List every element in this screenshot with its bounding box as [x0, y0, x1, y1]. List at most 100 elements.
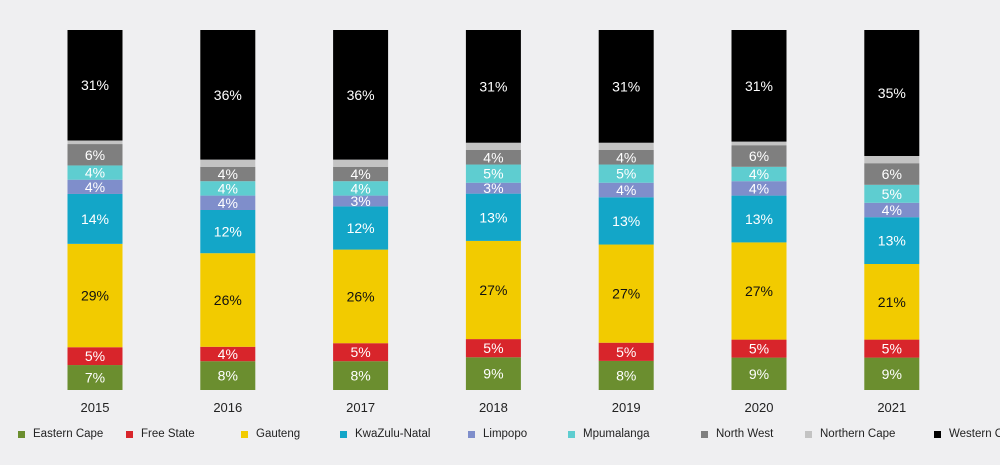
bar-segment-kwazulu-natal-2021 [864, 217, 920, 264]
bar-segment-eastern-cape-2020 [731, 357, 787, 390]
legend-label: Western Cape [949, 428, 1000, 440]
bar-segment-limpopo-2018 [465, 182, 521, 194]
data-label: 4% [616, 149, 636, 165]
data-label: 26% [214, 292, 242, 308]
data-label: 6% [749, 148, 769, 164]
data-label: 35% [878, 85, 906, 101]
data-label: 4% [350, 166, 370, 182]
data-label: 5% [882, 186, 902, 202]
data-label: 9% [483, 366, 503, 382]
data-label: 8% [616, 367, 636, 383]
data-label: 5% [350, 344, 370, 360]
bar-segment-eastern-cape-2019 [598, 360, 654, 390]
bar-segment-limpopo-2016 [200, 195, 256, 210]
legend-item: Mpumalanga [568, 428, 701, 440]
bar-segment-northern-cape-2016 [200, 159, 256, 167]
bar-segment-free-state-2018 [465, 339, 521, 358]
data-label: 4% [882, 202, 902, 218]
stacked-bar-chart: 7%5%29%14%4%4%6%31%20158%4%26%12%4%4%4%3… [67, 30, 920, 415]
legend-label: KwaZulu-Natal [355, 428, 431, 440]
bar-segment-limpopo-2021 [864, 202, 920, 218]
legend-swatch [468, 430, 475, 438]
legend-item: Gauteng [241, 428, 340, 440]
data-label: 4% [218, 180, 238, 196]
bar-segment-mpumalanga-2016 [200, 181, 256, 196]
bar-segment-north-west-2020 [731, 145, 787, 167]
data-label: 4% [483, 149, 503, 165]
bar-segment-western-cape-2015 [67, 30, 123, 141]
data-label: 4% [616, 182, 636, 198]
data-label: 31% [745, 78, 773, 94]
bar-segment-kwazulu-natal-2019 [598, 197, 654, 245]
legend-item: Northern Cape [805, 428, 934, 440]
bar-segment-eastern-cape-2018 [465, 357, 521, 390]
bar-segment-western-cape-2018 [465, 30, 521, 143]
legend-item: KwaZulu-Natal [340, 428, 468, 440]
data-label: 4% [749, 180, 769, 196]
bar-segment-eastern-cape-2015 [67, 365, 123, 390]
data-label: 14% [81, 211, 109, 227]
legend-label: Free State [141, 428, 195, 440]
bar-segment-gauteng-2017 [333, 249, 389, 344]
bar-segment-north-west-2019 [598, 150, 654, 165]
data-label: 26% [347, 288, 375, 304]
legend-swatch [934, 430, 941, 438]
data-label: 6% [882, 166, 902, 182]
legend-item: North West [701, 428, 805, 440]
data-label: 5% [616, 344, 636, 360]
data-label: 27% [612, 286, 640, 302]
data-label: 4% [85, 165, 105, 181]
bar-segment-gauteng-2021 [864, 264, 920, 340]
data-label: 36% [214, 87, 242, 103]
bar-segment-northern-cape-2021 [864, 156, 920, 164]
legend-label: Northern Cape [820, 428, 896, 440]
legend-item: Western Cape [934, 428, 1000, 440]
legend-swatch [568, 430, 575, 438]
bar-segment-north-west-2016 [200, 166, 256, 182]
data-label: 31% [81, 77, 109, 93]
data-label: 13% [479, 209, 507, 225]
bar-segment-western-cape-2020 [731, 30, 787, 142]
bar-segment-mpumalanga-2020 [731, 166, 787, 182]
bar-segment-western-cape-2019 [598, 30, 654, 143]
bar-segment-northern-cape-2020 [731, 141, 787, 146]
data-label: 4% [218, 166, 238, 182]
bar-segment-free-state-2016 [200, 346, 256, 362]
data-label: 5% [483, 340, 503, 356]
bar-segment-western-cape-2017 [333, 30, 389, 160]
data-label: 13% [612, 213, 640, 229]
bar-segment-eastern-cape-2016 [200, 361, 256, 390]
data-label: 5% [616, 166, 636, 182]
data-label: 5% [483, 166, 503, 182]
bar-segment-kwazulu-natal-2017 [333, 206, 389, 250]
bar-segment-limpopo-2017 [333, 195, 389, 207]
data-label: 4% [749, 166, 769, 182]
data-label: 6% [85, 147, 105, 163]
x-tick-label: 2021 [877, 400, 906, 415]
bar-segment-mpumalanga-2018 [465, 164, 521, 183]
data-label: 4% [218, 195, 238, 211]
bar-segment-north-west-2021 [864, 163, 920, 185]
data-label: 31% [612, 78, 640, 94]
bar-segment-gauteng-2019 [598, 244, 654, 343]
bar-segment-gauteng-2020 [731, 242, 787, 340]
x-tick-label: 2020 [745, 400, 774, 415]
data-label: 5% [749, 341, 769, 357]
bar-segment-north-west-2018 [465, 150, 521, 165]
bar-segment-mpumalanga-2015 [67, 165, 123, 180]
bar-segment-north-west-2017 [333, 166, 389, 182]
bar-segment-kwazulu-natal-2016 [200, 210, 256, 254]
bar-segment-northern-cape-2017 [333, 159, 389, 167]
bar-segment-mpumalanga-2017 [333, 181, 389, 196]
data-label: 12% [214, 224, 242, 240]
bar-segment-gauteng-2016 [200, 253, 256, 347]
data-label: 8% [350, 368, 370, 384]
data-label: 12% [347, 220, 375, 236]
legend-item: Free State [126, 428, 241, 440]
bar-segment-eastern-cape-2021 [864, 357, 920, 390]
legend-item: Eastern Cape [18, 428, 126, 440]
bar-segment-kwazulu-natal-2015 [67, 193, 123, 244]
bar-segment-western-cape-2021 [864, 30, 920, 156]
bar-segment-mpumalanga-2021 [864, 184, 920, 203]
